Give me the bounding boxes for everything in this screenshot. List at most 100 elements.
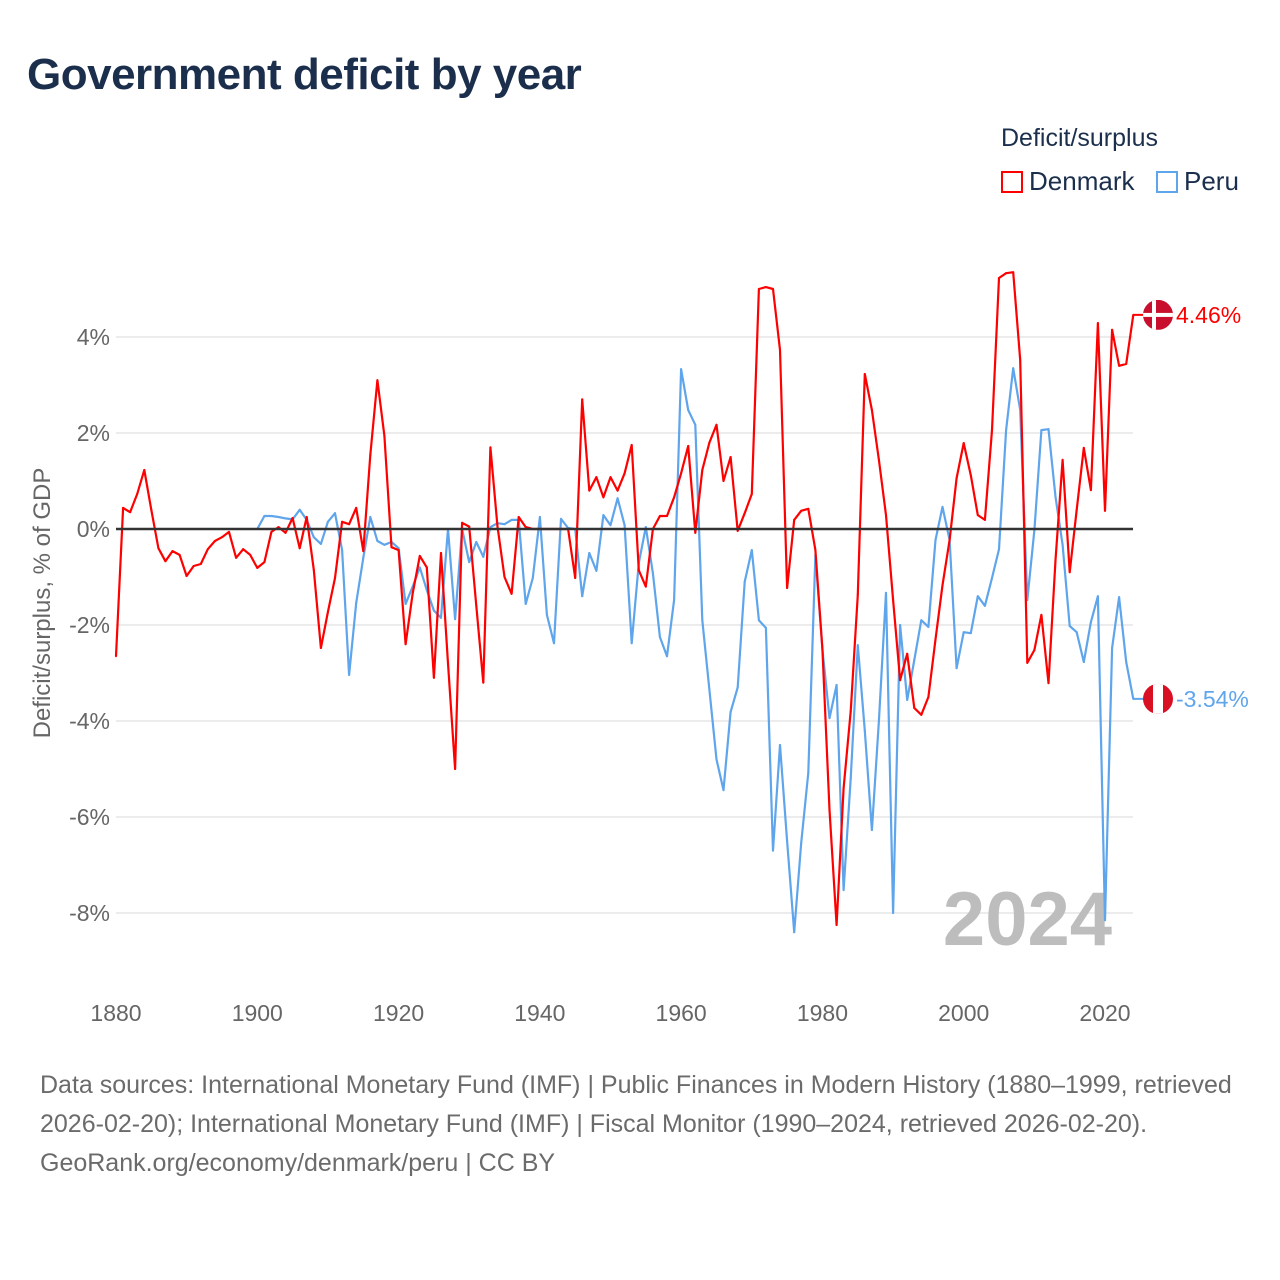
data-point xyxy=(941,584,944,587)
data-point xyxy=(461,521,464,524)
data-point xyxy=(623,472,626,475)
data-point xyxy=(955,477,958,480)
data-point xyxy=(983,518,986,521)
data-point xyxy=(722,789,725,792)
data-point xyxy=(475,604,478,607)
data-point xyxy=(150,508,153,511)
data-point xyxy=(1118,364,1121,367)
data-point xyxy=(157,547,160,550)
data-point xyxy=(348,673,351,676)
data-point xyxy=(793,518,796,521)
data-point xyxy=(305,516,308,518)
data-point xyxy=(701,468,704,471)
data-point xyxy=(213,540,216,542)
data-point xyxy=(666,655,669,658)
legend-item-denmark[interactable]: Denmark xyxy=(1001,166,1134,197)
data-point xyxy=(913,659,916,662)
data-point xyxy=(616,497,619,500)
data-point xyxy=(694,531,697,534)
data-point xyxy=(1012,367,1015,370)
series-line-peru[interactable] xyxy=(256,367,1135,934)
data-point xyxy=(934,638,937,641)
data-point xyxy=(1082,660,1085,663)
data-point xyxy=(284,517,287,520)
data-point xyxy=(1061,543,1064,546)
x-tick-label: 1880 xyxy=(90,1000,141,1026)
data-point xyxy=(800,509,803,512)
data-point xyxy=(1061,458,1064,461)
data-point xyxy=(1054,559,1057,562)
y-tick-label: 4% xyxy=(77,324,110,350)
data-point xyxy=(178,553,181,556)
data-point xyxy=(1075,631,1078,634)
data-point xyxy=(129,511,132,514)
data-point xyxy=(256,566,259,569)
data-point xyxy=(348,523,351,526)
y-tick-label: -4% xyxy=(69,708,110,734)
data-point xyxy=(1111,647,1114,650)
data-point xyxy=(1111,328,1114,331)
data-point xyxy=(489,526,492,529)
data-point xyxy=(842,888,845,891)
data-point xyxy=(1096,595,1099,598)
data-point xyxy=(955,667,958,670)
data-point xyxy=(998,276,1001,279)
data-point xyxy=(708,688,711,691)
data-point xyxy=(856,593,859,596)
data-point xyxy=(503,576,506,578)
data-point xyxy=(828,717,831,720)
data-point xyxy=(673,496,676,499)
current-year-watermark: 2024 xyxy=(943,877,1112,962)
data-point xyxy=(439,616,442,619)
data-point xyxy=(962,631,965,634)
data-point xyxy=(574,576,577,579)
data-point xyxy=(1047,682,1050,685)
data-point xyxy=(976,595,979,598)
data-point xyxy=(270,515,273,518)
data-point xyxy=(807,507,810,510)
y-tick-label: 2% xyxy=(77,420,110,446)
data-point xyxy=(319,647,322,650)
data-point xyxy=(969,632,972,635)
data-point xyxy=(581,595,584,598)
data-sources: Data sources: International Monetary Fun… xyxy=(40,1071,1232,1138)
data-point xyxy=(779,348,782,351)
data-point xyxy=(284,531,287,534)
data-point xyxy=(680,472,683,475)
data-point xyxy=(164,560,167,563)
data-point xyxy=(764,286,767,289)
y-tick-label: -6% xyxy=(69,804,110,830)
data-point xyxy=(588,489,591,492)
data-point xyxy=(715,758,718,761)
data-point xyxy=(454,768,457,770)
data-point xyxy=(1118,596,1121,599)
data-point xyxy=(630,642,633,645)
data-point xyxy=(588,552,591,554)
data-point xyxy=(892,912,895,914)
data-point xyxy=(941,505,944,508)
data-point xyxy=(969,474,972,477)
data-point xyxy=(786,587,789,590)
data-point xyxy=(333,576,336,579)
legend-item-peru[interactable]: Peru xyxy=(1156,166,1239,197)
data-point xyxy=(849,777,852,780)
data-point xyxy=(863,372,866,375)
data-point xyxy=(651,572,654,575)
data-point xyxy=(510,592,513,595)
y-axis-label: Deficit/surplus, % of GDP xyxy=(29,468,56,739)
end-value-label: 4.46% xyxy=(1176,302,1241,328)
data-point xyxy=(143,468,146,471)
data-point xyxy=(524,526,527,529)
data-point xyxy=(948,539,951,542)
data-point xyxy=(644,526,647,529)
data-point xyxy=(242,548,245,551)
data-point xyxy=(877,458,880,461)
data-point xyxy=(757,619,760,622)
data-point xyxy=(687,444,690,447)
credit-link[interactable]: GeoRank.org/economy/denmark/peru | CC BY xyxy=(40,1149,556,1177)
data-point xyxy=(1125,362,1128,365)
data-point xyxy=(447,662,450,665)
data-point xyxy=(411,592,414,595)
x-tick-label: 1940 xyxy=(514,1000,565,1026)
data-point xyxy=(658,515,661,518)
